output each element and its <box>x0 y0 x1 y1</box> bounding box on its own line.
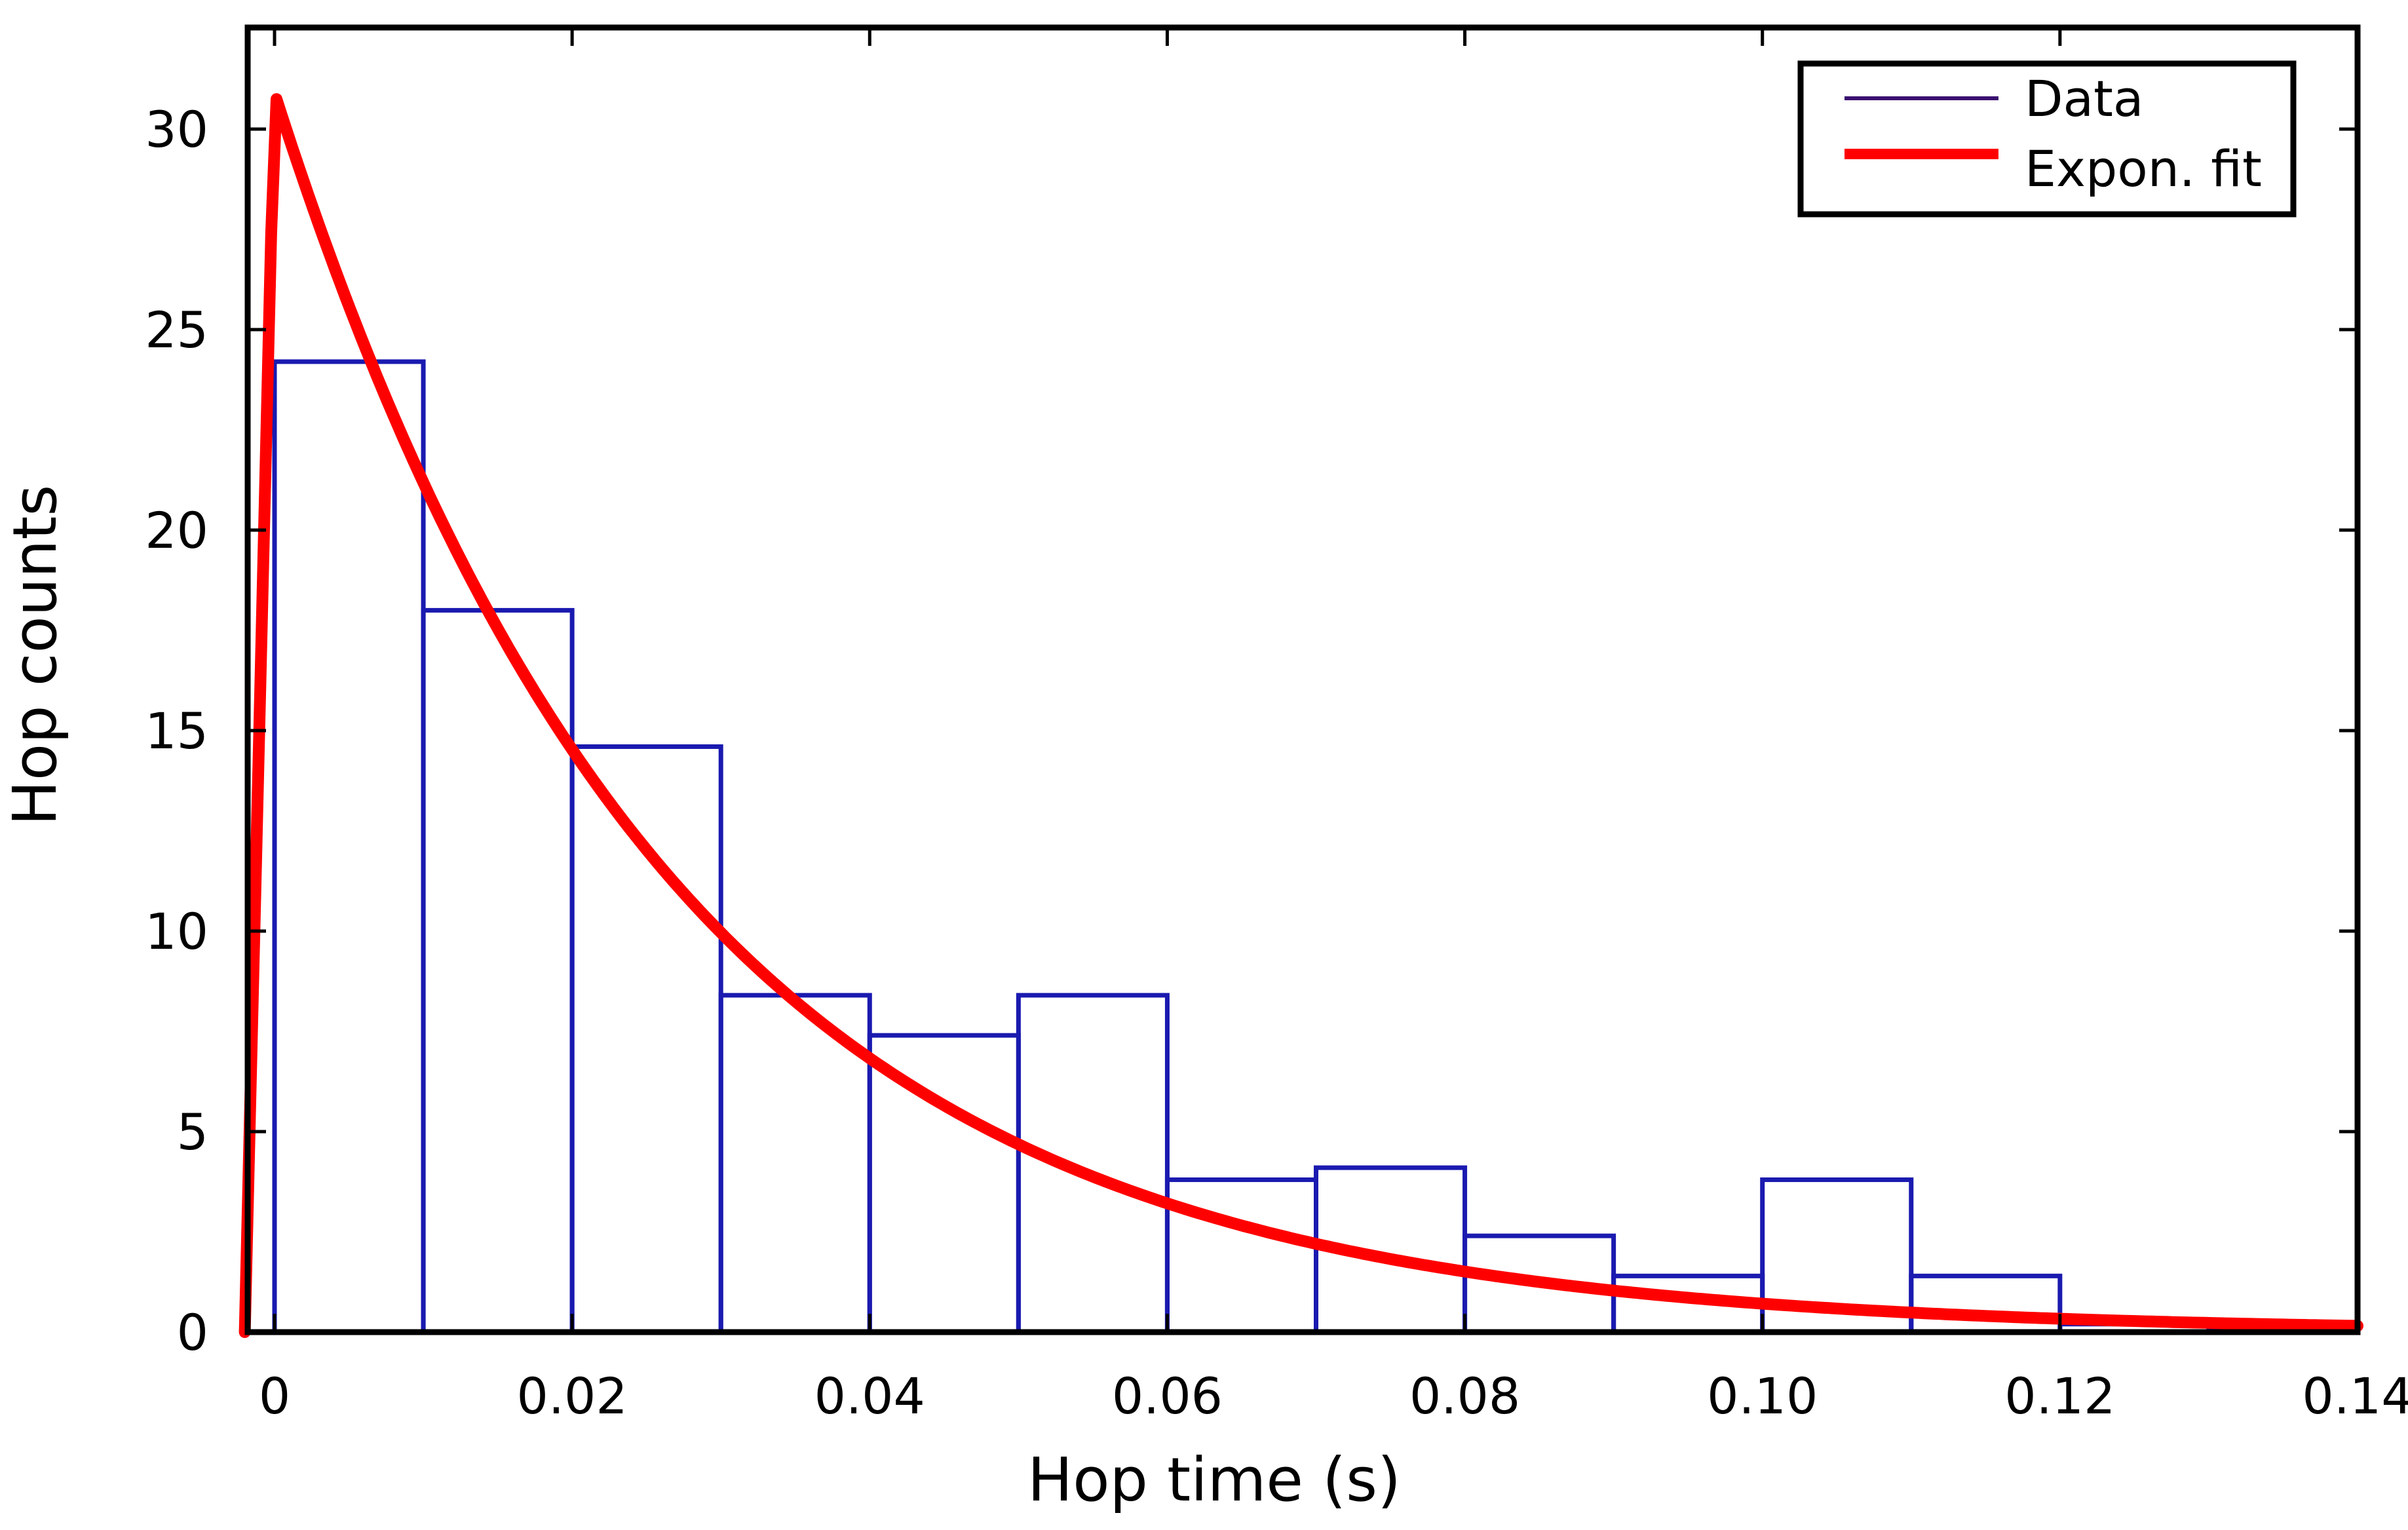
x-tick-label: 0.06 <box>1112 1367 1223 1425</box>
y-tick-label: 5 <box>177 1103 208 1161</box>
exponential-fit-curve <box>239 93 2363 1338</box>
plot-frame <box>244 24 2361 1335</box>
y-tick-label: 15 <box>145 702 208 760</box>
x-tick-label: 0.02 <box>517 1367 628 1425</box>
legend-fit-label: Expon. fit <box>2025 140 2262 198</box>
x-tick-label: 0 <box>259 1367 290 1425</box>
legend: Data Expon. fit <box>1797 60 2297 218</box>
legend-data-label: Data <box>2025 69 2143 128</box>
y-tick-label: 25 <box>145 301 208 359</box>
legend-box <box>1797 60 2297 218</box>
x-tick-labels: 0 0.02 0.04 0.06 0.08 0.10 0.12 0.14 <box>259 1367 2408 1425</box>
fit-curve-group <box>239 93 2363 1338</box>
x-tick-label: 0.12 <box>2004 1367 2115 1425</box>
axis-ticks <box>248 28 2360 1334</box>
y-tick-label: 10 <box>145 902 208 961</box>
y-tick-label: 0 <box>177 1303 208 1362</box>
y-tick-label: 30 <box>145 100 208 159</box>
x-axis-label: Hop time (s) <box>1027 1445 1401 1515</box>
x-tick-label: 0.10 <box>1707 1367 1818 1425</box>
x-tick-label: 0.14 <box>2302 1367 2408 1425</box>
y-tick-labels: 0 5 10 15 20 25 30 <box>145 100 208 1362</box>
x-tick-label: 0.04 <box>814 1367 925 1425</box>
x-tick-label: 0.08 <box>1409 1367 1520 1425</box>
y-tick-label: 20 <box>145 501 208 560</box>
y-axis-label: Hop counts <box>0 485 70 826</box>
